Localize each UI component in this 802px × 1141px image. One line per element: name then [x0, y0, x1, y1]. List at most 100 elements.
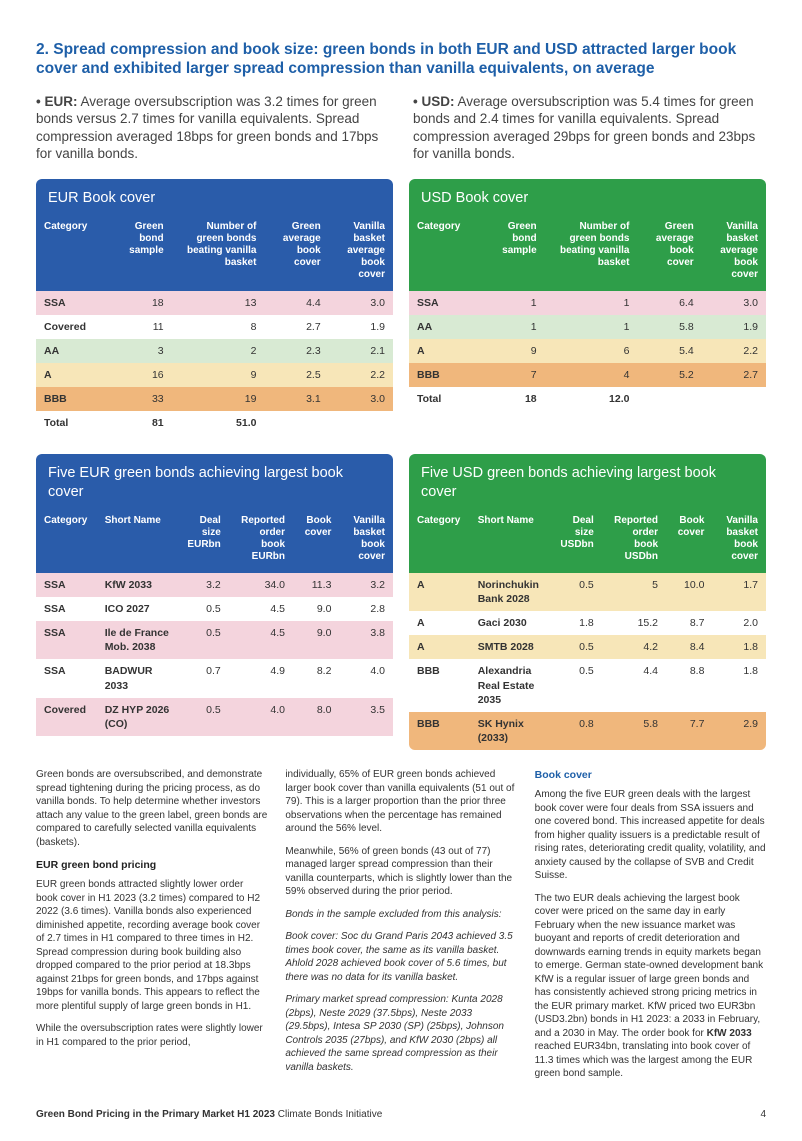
bullet-usd-label: • USD:	[413, 94, 454, 109]
col-header: Vanilla basket average book cover	[329, 215, 393, 291]
cell-value: 2.7	[702, 363, 766, 387]
cell-category: SSA	[36, 597, 97, 621]
cell-value: 3.0	[329, 387, 393, 411]
col-header: Category	[409, 509, 470, 573]
table-row: SSA18134.43.0	[36, 291, 393, 315]
cell-value: 16	[107, 363, 171, 387]
col-header: Green average book cover	[264, 215, 328, 291]
cell-value: 3.0	[329, 291, 393, 315]
cell-value: 2.8	[339, 597, 393, 621]
cell-value: 0.5	[179, 597, 229, 621]
cell-value: 4.5	[229, 621, 293, 659]
cell-value: 4	[545, 363, 638, 387]
cell-value: 9	[172, 363, 265, 387]
cell-value: 7.7	[666, 712, 712, 750]
cell-value: 4.0	[339, 659, 393, 697]
cell-value: 1.9	[329, 315, 393, 339]
para: Among the five EUR green deals with the …	[535, 788, 766, 883]
cell-value: 81	[107, 411, 171, 435]
cell-value: 10.0	[666, 573, 712, 611]
bullet-usd-text: Average oversubscription was 5.4 times f…	[413, 94, 755, 162]
col-header: Category	[409, 215, 480, 291]
para: Green bonds are oversubscribed, and demo…	[36, 768, 267, 849]
table-row: A1692.52.2	[36, 363, 393, 387]
cell-value: 0.7	[179, 659, 229, 697]
para: The two EUR deals achieving the largest …	[535, 892, 766, 1081]
cell-category: BBB	[36, 387, 107, 411]
cell-value: 5.2	[637, 363, 701, 387]
para-text: reached EUR34bn, translating into book c…	[535, 1041, 753, 1079]
cell-value: 4.4	[602, 659, 666, 712]
cell-shortname: DZ HYP 2026 (CO)	[97, 698, 179, 736]
cell-value: 2.5	[264, 363, 328, 387]
cell-value: 5.8	[637, 315, 701, 339]
cell-value: 11	[107, 315, 171, 339]
cell-value: 1.8	[712, 635, 766, 659]
cell-value: 4.4	[264, 291, 328, 315]
col-header: Reported order book EURbn	[229, 509, 293, 573]
cell-value: 3.1	[264, 387, 328, 411]
col-header: Number of green bonds beating vanilla ba…	[545, 215, 638, 291]
table-row: AA322.32.1	[36, 339, 393, 363]
para: individually, 65% of EUR green bonds ach…	[285, 768, 516, 836]
table-row: Covered1182.71.9	[36, 315, 393, 339]
cell-category: AA	[409, 315, 480, 339]
cell-value: 7	[480, 363, 544, 387]
cell-value: 4.5	[229, 597, 293, 621]
table-row: BBBSK Hynix (2033)0.85.87.72.9	[409, 712, 766, 750]
cell-value: 13	[172, 291, 265, 315]
bullet-eur: • EUR: Average oversubscription was 3.2 …	[36, 93, 389, 163]
cell-value: 2	[172, 339, 265, 363]
cell-value: 8.7	[666, 611, 712, 635]
para-italic: Primary market spread compression: Kunta…	[285, 993, 516, 1074]
cell-value: 3.2	[179, 573, 229, 597]
cell-value: 3.0	[702, 291, 766, 315]
cell-value: 0.8	[552, 712, 602, 750]
bullet-eur-text: Average oversubscription was 3.2 times f…	[36, 94, 378, 162]
cell-shortname: SK Hynix (2033)	[470, 712, 552, 750]
cell-value: 1	[545, 291, 638, 315]
cell-shortname: KfW 2033	[97, 573, 179, 597]
cell-value: 2.0	[712, 611, 766, 635]
cell-category: Total	[409, 387, 480, 411]
footer-page-number: 4	[760, 1108, 766, 1122]
cell-value: 3.8	[339, 621, 393, 659]
cell-value: 8.0	[293, 698, 339, 736]
footer-org: Climate Bonds Initiative	[275, 1109, 382, 1120]
cell-value: 1.8	[712, 659, 766, 712]
table-row: BBBAlexandria Real Estate 20350.54.48.81…	[409, 659, 766, 712]
summary-bullets: • EUR: Average oversubscription was 3.2 …	[36, 93, 766, 163]
cell-shortname: Gaci 2030	[470, 611, 552, 635]
eur-book-cover-panel: EUR Book cover Category Green bond sampl…	[36, 179, 393, 436]
cell-category: BBB	[409, 659, 470, 712]
col-header: Vanilla basket average book cover	[702, 215, 766, 291]
footer-title: Green Bond Pricing in the Primary Market…	[36, 1109, 275, 1120]
cell-category: BBB	[409, 712, 470, 750]
table-row: AGaci 20301.815.28.72.0	[409, 611, 766, 635]
bullet-usd: • USD: Average oversubscription was 5.4 …	[413, 93, 766, 163]
cell-value: 1.7	[712, 573, 766, 611]
table-row: AA115.81.9	[409, 315, 766, 339]
table-row: BBB33193.13.0	[36, 387, 393, 411]
cell-value: 18	[480, 387, 544, 411]
table-row: ANorinchukin Bank 20280.5510.01.7	[409, 573, 766, 611]
cell-value: 6.4	[637, 291, 701, 315]
col-header: Deal size USDbn	[552, 509, 602, 573]
eur-top5-title: Five EUR green bonds achieving largest b…	[36, 454, 393, 509]
cell-value: 3.2	[339, 573, 393, 597]
cell-category: AA	[36, 339, 107, 363]
cell-category: A	[409, 635, 470, 659]
cell-value: 8.8	[666, 659, 712, 712]
cell-value: 1	[480, 291, 544, 315]
body-col-1: Green bonds are oversubscribed, and demo…	[36, 768, 267, 1090]
cell-value: 5.8	[602, 712, 666, 750]
para-italic: Book cover: Soc du Grand Paris 2043 achi…	[285, 930, 516, 984]
col-header: Green bond sample	[107, 215, 171, 291]
col-header: Green average book cover	[637, 215, 701, 291]
cell-shortname: Alexandria Real Estate 2035	[470, 659, 552, 712]
cell-value: 1.8	[552, 611, 602, 635]
cell-category: A	[409, 573, 470, 611]
page-footer: Green Bond Pricing in the Primary Market…	[36, 1108, 766, 1122]
cell-category: SSA	[36, 573, 97, 597]
cell-value: 5	[602, 573, 666, 611]
